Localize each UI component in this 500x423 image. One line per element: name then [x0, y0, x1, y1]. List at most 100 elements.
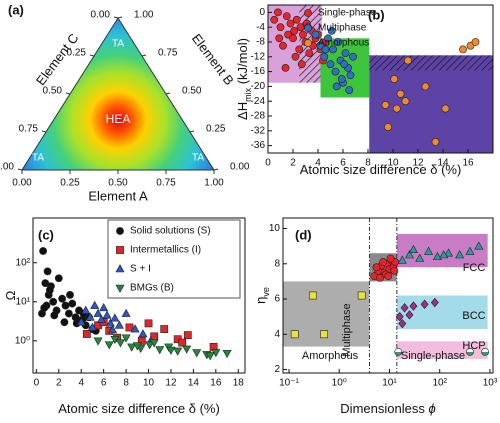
data-point [192, 349, 202, 358]
legend-label: BMGs (B) [130, 283, 174, 294]
x-tick-label: 16 [462, 158, 474, 169]
data-point [441, 104, 450, 113]
data-point [392, 104, 401, 113]
y-tick-label: 10² [16, 257, 31, 268]
x-axis-title: Dimensionless ϕ [340, 401, 435, 416]
data-point [481, 347, 489, 356]
data-point [345, 86, 354, 94]
x-axis-title-text: Atomic size difference δ (%) [300, 162, 462, 177]
tick-label: 0.50 [182, 86, 202, 97]
tick-mark [189, 130, 195, 133]
legend-marker [304, 24, 312, 32]
data-point [43, 267, 52, 276]
x-tick-label: 10 [387, 158, 399, 169]
data-point [465, 246, 475, 255]
data-point [424, 246, 434, 255]
data-point [85, 312, 95, 321]
data-point [110, 313, 120, 322]
data-point [376, 273, 384, 282]
data-point [372, 263, 381, 272]
data-point [409, 301, 418, 311]
data-point [421, 82, 430, 91]
x-tick-label: 10⁰ [332, 378, 347, 389]
data-point [183, 331, 192, 340]
x-tick-label: 14 [188, 378, 200, 389]
data-point [68, 299, 77, 308]
data-point [108, 325, 118, 334]
data-point [50, 311, 59, 320]
data-point [311, 30, 320, 39]
data-point [121, 334, 131, 343]
x-tick-label: 0 [265, 158, 271, 169]
legend-marker [116, 227, 124, 235]
data-point [466, 347, 474, 356]
data-point [340, 60, 349, 69]
y-axis-title-sub: mix [243, 87, 253, 101]
x-tick-label: 2 [56, 378, 62, 389]
annotation: TA [112, 39, 124, 50]
data-point [60, 318, 69, 327]
data-point [471, 38, 480, 46]
tick-mark [117, 16, 123, 19]
y-tick-label: -28 [251, 111, 266, 122]
y-tick-label: 10 [269, 223, 281, 234]
y-tick-label: 4 [274, 329, 280, 340]
tick-mark [213, 168, 219, 171]
x-tick-label: 10 [143, 378, 155, 389]
data-point [321, 45, 330, 54]
y-axis-title-text: η [253, 297, 268, 304]
plot-frame [267, 4, 494, 154]
x-tick-label: 14 [437, 158, 449, 169]
region [396, 295, 488, 329]
data-point [82, 330, 91, 338]
annotation: BCC [462, 310, 485, 322]
data-point [102, 310, 112, 319]
annotation: Multiphase [341, 303, 353, 356]
data-point [105, 318, 115, 327]
data-point [166, 346, 176, 355]
data-point [155, 346, 165, 355]
data-point [320, 330, 329, 339]
axis-title: Element A [88, 188, 148, 203]
data-point [182, 345, 192, 354]
data-point [420, 299, 429, 309]
data-point [296, 23, 305, 32]
annotation: Single-phase [401, 350, 465, 362]
data-point [404, 250, 414, 259]
data-point [54, 274, 63, 283]
data-point [444, 248, 454, 257]
data-point [404, 56, 412, 65]
tick-label: 0.75 [158, 48, 178, 59]
y-tick-label: 10¹ [16, 296, 31, 307]
tick-label: 0.25 [60, 178, 80, 189]
tick-mark [17, 168, 23, 171]
x-axis-title-symbol: ϕ [428, 401, 435, 416]
data-point [270, 15, 279, 24]
data-point [286, 19, 295, 28]
data-point [405, 310, 414, 320]
data-point [87, 322, 97, 331]
data-point [384, 123, 392, 131]
data-point [125, 323, 134, 332]
tick-label: 0.75 [19, 124, 39, 135]
data-point [326, 60, 335, 69]
data-point [115, 339, 126, 348]
y-axis-title: Ω [3, 290, 18, 300]
x-tick-label: 6 [101, 378, 107, 389]
tick-mark [65, 92, 71, 95]
plot-frame [282, 217, 494, 374]
legend-marker [115, 284, 125, 293]
x-tick-label: 10³ [483, 378, 498, 389]
data-point [99, 303, 109, 312]
data-point [121, 308, 131, 317]
data-point [275, 34, 284, 43]
x-tick-label: 16 [210, 378, 222, 389]
data-point [138, 329, 148, 338]
data-point [341, 49, 350, 57]
data-point [398, 319, 407, 329]
data-point [127, 343, 137, 352]
annotation: HEA [106, 112, 131, 126]
axis-title: Element C [33, 31, 82, 89]
annotation: Amorphous [302, 350, 359, 362]
